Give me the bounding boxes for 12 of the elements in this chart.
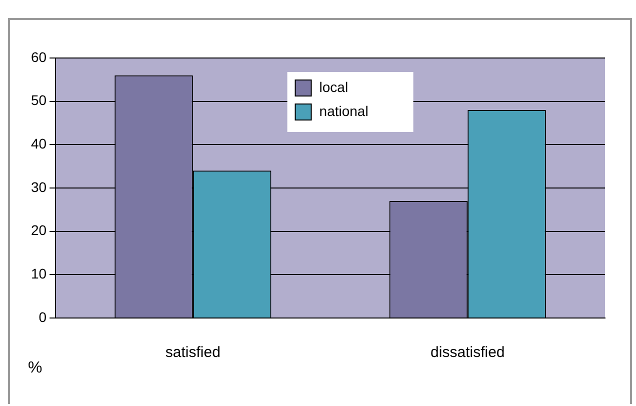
legend-label: national xyxy=(319,102,368,119)
y-tick-label: 50 xyxy=(30,92,47,108)
y-tick-label: 20 xyxy=(30,222,47,238)
legend-label: local xyxy=(319,78,348,95)
y-tick-label: 60 xyxy=(30,48,47,65)
y-tick-label: 10 xyxy=(30,266,47,282)
y-axis-title: % xyxy=(28,359,42,376)
y-tick-label: 0 xyxy=(38,308,47,325)
x-tick-label: satisfied xyxy=(165,344,220,362)
y-tick-label: 30 xyxy=(30,178,47,195)
y-tick-label: 40 xyxy=(30,136,47,152)
x-tick-label: dissatisfied xyxy=(430,344,505,362)
